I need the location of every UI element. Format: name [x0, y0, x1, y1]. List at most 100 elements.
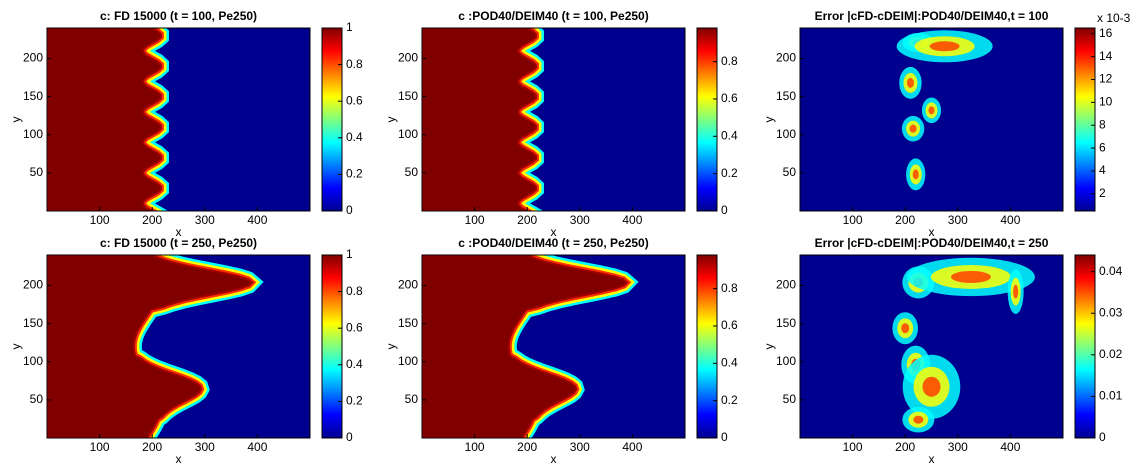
panel-title: c: FD 15000 (t = 250, Pe250)	[100, 236, 257, 250]
y-axis-label: y	[9, 117, 23, 123]
y-tick-label: 100	[398, 127, 418, 141]
colorbar-tick-label: 0.8	[346, 284, 363, 298]
y-tick-label: 100	[398, 354, 418, 368]
plot-area	[422, 28, 685, 211]
x-axis-label: x	[176, 452, 182, 466]
y-tick-label: 200	[398, 51, 418, 65]
y-tick-label: 50	[783, 165, 797, 179]
colorbar-tick-label: 0.4	[721, 128, 738, 142]
colorbar-tick-label: 6	[1099, 140, 1106, 154]
colorbar-tick-label: 0	[346, 430, 353, 444]
x-tick-label: 100	[90, 440, 110, 454]
x-tick-label: 200	[517, 213, 537, 227]
plot-area	[47, 28, 310, 211]
x-tick-label: 100	[465, 213, 485, 227]
y-tick-label: 100	[23, 354, 43, 368]
colorbar-tick-label: 0.8	[346, 57, 363, 71]
y-tick-label: 50	[405, 165, 419, 179]
y-tick-label: 200	[23, 278, 43, 292]
colorbar-tick-label: 0.03	[1099, 305, 1123, 319]
error-blob	[901, 323, 910, 334]
y-tick-label: 200	[776, 278, 796, 292]
colorbar	[696, 27, 718, 212]
y-tick-label: 150	[398, 316, 418, 330]
colorbar-tick-label: 12	[1099, 72, 1113, 86]
plot-frame	[421, 27, 686, 212]
y-tick-label: 200	[398, 278, 418, 292]
x-tick-label: 300	[948, 213, 968, 227]
saturated-region	[422, 255, 629, 438]
x-axis-label: x	[929, 452, 935, 466]
panel: c :POD40/DEIM40 (t = 100, Pe250) 100 200 30…	[384, 9, 738, 239]
x-tick-label: 400	[622, 213, 642, 227]
colorbar-tick-label: 0.4	[721, 355, 738, 369]
saturated-region	[422, 28, 537, 211]
y-tick-label: 200	[23, 51, 43, 65]
x-tick-label: 300	[570, 440, 590, 454]
x-tick-label: 200	[517, 440, 537, 454]
saturated-region	[47, 255, 254, 438]
x-tick-label: 400	[247, 440, 267, 454]
colorbar-tick-label: 0	[721, 430, 728, 444]
panel-title: c :POD40/DEIM40 (t = 250, Pe250)	[458, 236, 648, 250]
colorbar-tick-label: 0.2	[721, 393, 738, 407]
error-blob	[929, 41, 960, 52]
panel-title: c :POD40/DEIM40 (t = 100, Pe250)	[458, 9, 648, 23]
colorbar-tick-label: 0.6	[721, 318, 738, 332]
plot-frame	[799, 27, 1064, 212]
saturated-region	[47, 28, 162, 211]
colorbar-tick-label: 0.6	[346, 320, 363, 334]
plot-frame	[46, 27, 311, 212]
y-tick-label: 200	[776, 51, 796, 65]
plot-area	[800, 255, 1063, 438]
y-tick-label: 150	[776, 316, 796, 330]
plot-area	[47, 255, 310, 438]
panel-title: Error |cFD-cDEIM|:POD40/DEIM40,t = 250	[815, 236, 1049, 250]
colorbar-tick-label: 1	[346, 20, 353, 34]
y-tick-label: 50	[30, 165, 44, 179]
colorbar-exponent: x 10-3	[1097, 11, 1131, 25]
panel: c: FD 15000 (t = 250, Pe250) 100 200 300 400…	[9, 236, 363, 466]
colorbar-tick-label: 0.4	[346, 357, 363, 371]
x-tick-label: 100	[843, 213, 863, 227]
y-tick-label: 50	[783, 392, 797, 406]
panel: c: FD 15000 (t = 100, Pe250) 100 200 300 400…	[9, 9, 363, 239]
colorbar-tick-label: 0.4	[346, 130, 363, 144]
colorbar-tick-label: 0.01	[1099, 389, 1123, 403]
plot-area	[800, 28, 1063, 211]
error-blob	[912, 169, 919, 180]
x-tick-label: 100	[90, 213, 110, 227]
colorbar-tick-label: 0.02	[1099, 347, 1123, 361]
error-blob	[928, 106, 935, 115]
colorbar-tick-label: 0.6	[346, 93, 363, 107]
x-tick-label: 200	[895, 440, 915, 454]
colorbar-tick-label: 1	[346, 247, 353, 261]
plot-frame	[421, 254, 686, 439]
x-tick-label: 300	[195, 213, 215, 227]
y-tick-label: 50	[30, 392, 44, 406]
panel-title: c: FD 15000 (t = 100, Pe250)	[100, 9, 257, 23]
plot-frame	[799, 254, 1064, 439]
x-axis-label: x	[551, 452, 557, 466]
x-tick-label: 400	[622, 440, 642, 454]
colorbar-tick-label: 14	[1099, 49, 1113, 63]
panel: c :POD40/DEIM40 (t = 250, Pe250) 100 200 30…	[384, 236, 738, 466]
colorbar-tick-label: 0.6	[721, 91, 738, 105]
colorbar-tick-label: 2	[1099, 186, 1106, 200]
colorbar-tick-label: 10	[1099, 95, 1113, 109]
x-tick-label: 300	[570, 213, 590, 227]
x-tick-label: 200	[895, 213, 915, 227]
colorbar-tick-label: 0.04	[1099, 264, 1123, 278]
y-axis-label: y	[762, 344, 776, 350]
colorbar-tick-label: 0	[1099, 430, 1106, 444]
colorbar-tick-label: 0	[721, 203, 728, 217]
colorbar-tick-label: 0.2	[721, 166, 738, 180]
panel-title: Error |cFD-cDEIM|:POD40/DEIM40,t = 100	[815, 9, 1049, 23]
x-tick-label: 400	[1000, 213, 1020, 227]
colorbar-tick-label: 0.8	[721, 54, 738, 68]
y-tick-label: 150	[398, 89, 418, 103]
colorbar	[321, 254, 343, 439]
colorbar	[696, 254, 718, 439]
colorbar	[321, 27, 343, 212]
y-tick-label: 150	[23, 89, 43, 103]
